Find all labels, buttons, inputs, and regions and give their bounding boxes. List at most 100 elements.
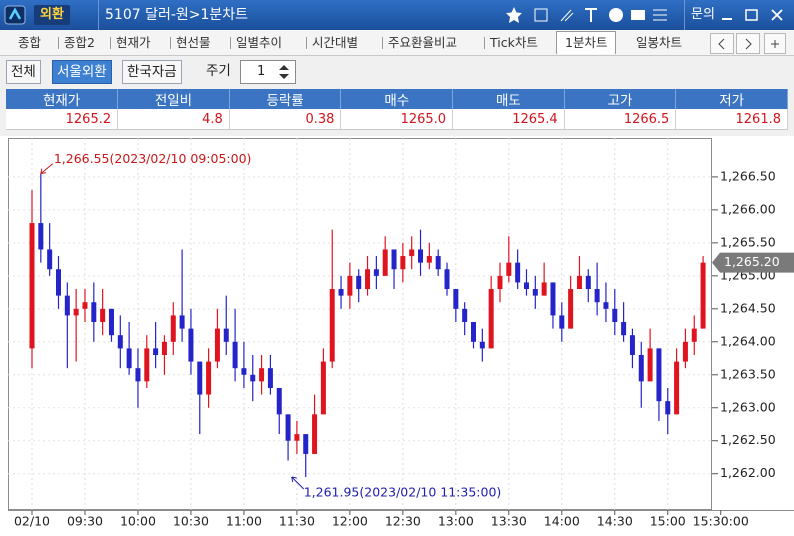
candle-body bbox=[338, 289, 344, 296]
candle-body bbox=[214, 328, 220, 362]
help-icon[interactable] bbox=[609, 8, 623, 22]
candle-body bbox=[391, 249, 397, 270]
candle-body bbox=[329, 289, 335, 362]
x-tick-label: 13:30 bbox=[491, 514, 527, 529]
candle-body bbox=[320, 361, 326, 415]
tab[interactable]: Tick차트 bbox=[484, 33, 538, 53]
filter-button[interactable]: 전체 bbox=[6, 60, 41, 84]
list-icon[interactable] bbox=[653, 9, 667, 21]
y-tick-label: 1,262.50 bbox=[720, 432, 776, 447]
y-tick-label: 1,264.50 bbox=[720, 300, 776, 315]
app-logo bbox=[4, 5, 26, 25]
candle-body bbox=[682, 341, 688, 362]
tab[interactable]: 일봉차트 bbox=[636, 35, 683, 50]
quote-value-row: 1265.2 4.8 0.38 1265.0 1265.4 1266.5 126… bbox=[6, 109, 788, 130]
candle-body bbox=[82, 302, 88, 309]
candle-body bbox=[223, 328, 229, 342]
candle-body bbox=[453, 289, 459, 309]
tab[interactable]: 주요환율비교 bbox=[381, 33, 457, 53]
quote-value: 1265.2 bbox=[6, 109, 119, 130]
candle-body bbox=[691, 328, 697, 342]
pin-icon[interactable] bbox=[560, 9, 574, 22]
link-icon[interactable] bbox=[534, 8, 548, 22]
prev-tab-button[interactable] bbox=[710, 33, 734, 54]
candle-body bbox=[665, 401, 671, 415]
toolbar-icons bbox=[506, 7, 667, 23]
candle-body bbox=[550, 282, 556, 316]
y-tick-label: 1,265.50 bbox=[720, 234, 776, 249]
tab[interactable]: 시간대별 bbox=[305, 33, 358, 53]
candle-body bbox=[64, 295, 70, 316]
x-tick-label: 11:00 bbox=[226, 514, 262, 529]
candle-body bbox=[488, 289, 494, 349]
candle-body bbox=[188, 328, 194, 362]
tab[interactable]: 종합2 bbox=[58, 33, 95, 53]
print-icon[interactable] bbox=[631, 10, 645, 20]
annotation-arrow bbox=[291, 476, 305, 490]
candle-body bbox=[153, 348, 159, 355]
quote-value: 1265.4 bbox=[452, 109, 565, 130]
candle-body bbox=[479, 341, 485, 349]
inquiry-menu[interactable]: 문의 bbox=[684, 0, 715, 30]
x-tick-label: 12:00 bbox=[332, 514, 368, 529]
candle-body bbox=[497, 275, 503, 290]
text-icon[interactable] bbox=[585, 8, 597, 22]
candle-body bbox=[532, 289, 538, 296]
period-spinner[interactable]: 1 bbox=[240, 60, 296, 84]
candle-body bbox=[38, 223, 44, 250]
candle-body bbox=[100, 308, 106, 323]
plot-frame bbox=[8, 138, 712, 510]
candle-body bbox=[559, 315, 565, 329]
candle-body bbox=[647, 348, 653, 382]
candle-body bbox=[373, 269, 379, 276]
price-chart: 1,262.00 1,262.50 1,263.00 1,263.50 1,264.00… bbox=[0, 136, 794, 536]
next-tab-button[interactable] bbox=[736, 33, 760, 54]
filter-button[interactable]: 한국자금 bbox=[122, 60, 182, 84]
candle-body bbox=[29, 223, 35, 349]
candle-body bbox=[621, 322, 627, 336]
tab[interactable]: 현재가 bbox=[110, 33, 151, 53]
candle-body bbox=[603, 302, 609, 309]
title-bar: 외환 5107 달러-원>1분차트 문의 bbox=[0, 0, 794, 30]
y-tick-label: 1,266.50 bbox=[720, 168, 776, 183]
candle-body bbox=[303, 434, 309, 454]
candle-body bbox=[409, 249, 415, 257]
candle-body bbox=[206, 361, 212, 395]
favorite-icon[interactable] bbox=[506, 7, 522, 23]
spin-arrows[interactable] bbox=[275, 61, 293, 83]
candle-body bbox=[294, 434, 300, 441]
y-tick-label: 1,266.00 bbox=[720, 201, 776, 216]
candle-body bbox=[179, 315, 185, 329]
candle-body bbox=[444, 269, 450, 290]
market-badge[interactable]: 외환 bbox=[34, 5, 70, 25]
annotation: 1,266.55(2023/02/10 09:05:00) bbox=[54, 151, 252, 166]
candle-body bbox=[197, 361, 203, 395]
y-tick-label: 1,263.00 bbox=[720, 399, 776, 414]
x-tick-label: 13:00 bbox=[438, 514, 474, 529]
candle-body bbox=[523, 282, 529, 290]
x-tick-label: 10:30 bbox=[173, 514, 209, 529]
candle-body bbox=[135, 368, 141, 382]
tab[interactable]: 일별추이 bbox=[229, 33, 282, 53]
candle-body bbox=[91, 302, 97, 323]
candle-body bbox=[515, 262, 521, 283]
toolbar: 전체 서울외환 한국자금 주기 1 bbox=[0, 56, 794, 88]
candle-body bbox=[285, 414, 291, 441]
maximize-button[interactable] bbox=[745, 9, 758, 21]
candle-body bbox=[108, 308, 114, 336]
tab[interactable]: 현선물 bbox=[170, 33, 211, 53]
tab-active[interactable]: 1분차트 bbox=[556, 31, 617, 54]
candle-body bbox=[612, 308, 618, 323]
quote-value: 4.8 bbox=[117, 109, 230, 130]
add-tab-button[interactable] bbox=[764, 33, 786, 54]
candle-body bbox=[259, 368, 265, 382]
annotation-arrow bbox=[40, 163, 54, 175]
x-tick-label: 14:00 bbox=[544, 514, 580, 529]
close-button[interactable] bbox=[771, 9, 783, 21]
filter-button-active[interactable]: 서울외환 bbox=[52, 60, 112, 84]
candle-body bbox=[594, 289, 600, 303]
tab[interactable]: 종합 bbox=[18, 35, 42, 50]
period-value: 1 bbox=[257, 64, 266, 79]
candle-body bbox=[471, 322, 476, 342]
